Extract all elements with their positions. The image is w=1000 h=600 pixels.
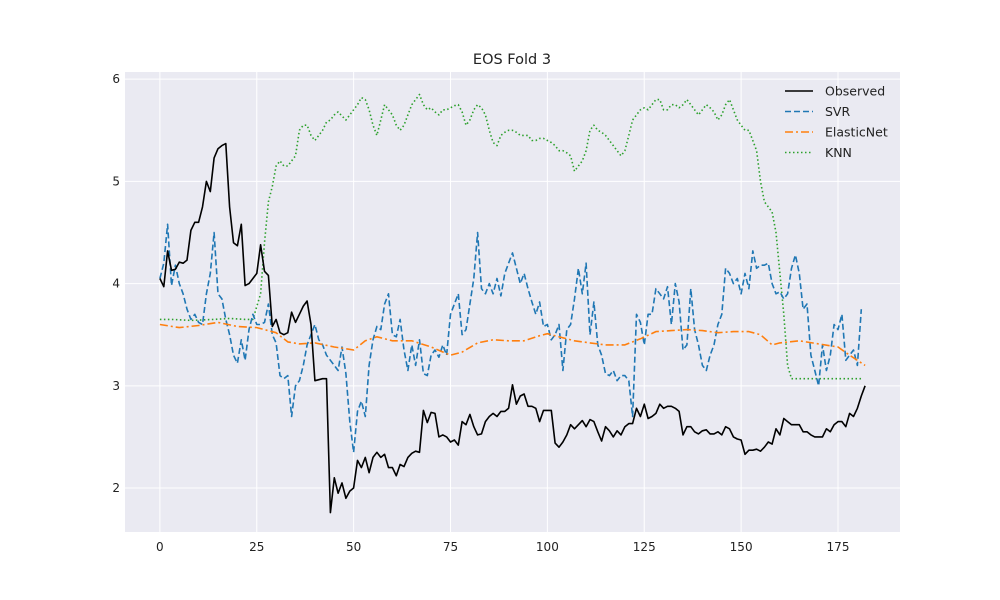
x-tick-label: 100 <box>536 540 559 554</box>
series-line-observed <box>159 142 866 514</box>
y-tick-label: 3 <box>112 379 120 393</box>
y-tick-label: 5 <box>112 174 120 188</box>
y-axis-ticks: 2 3 4 5 6 <box>112 72 120 495</box>
legend-label-observed: Observed <box>825 84 885 99</box>
legend-label-knn: KNN <box>825 145 852 160</box>
legend: Observed SVR ElasticNet KNN <box>785 84 888 160</box>
series-line-knn <box>159 93 862 380</box>
x-tick-label: 50 <box>346 540 361 554</box>
x-tick-label: 75 <box>443 540 458 554</box>
x-tick-label: 175 <box>827 540 850 554</box>
x-axis-ticks: 0 25 50 75 100 125 150 175 <box>156 540 849 554</box>
x-tick-label: 125 <box>633 540 656 554</box>
series-line-elasticnet <box>159 321 866 367</box>
series-layer <box>159 93 866 514</box>
x-tick-label: 25 <box>249 540 264 554</box>
y-tick-label: 6 <box>112 72 120 86</box>
plot-area <box>125 72 900 532</box>
legend-label-elasticnet: ElasticNet <box>825 125 888 140</box>
legend-label-svr: SVR <box>825 104 850 119</box>
series-line-svr <box>159 223 863 454</box>
x-tick-label: 0 <box>156 540 164 554</box>
chart-title: EOS Fold 3 <box>473 52 551 68</box>
y-tick-label: 4 <box>112 277 120 291</box>
y-tick-label: 2 <box>112 481 120 495</box>
x-tick-label: 150 <box>730 540 753 554</box>
